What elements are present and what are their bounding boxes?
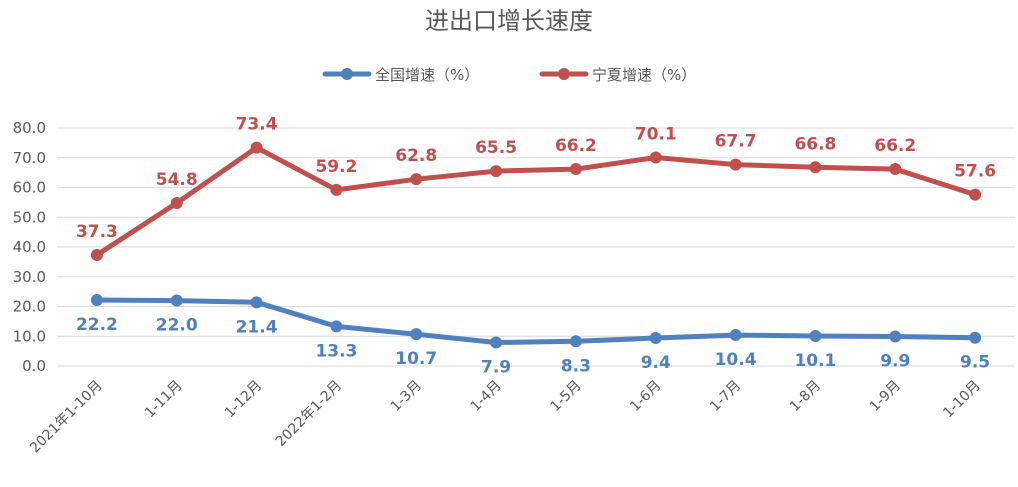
data-label: 66.2 [874,136,916,156]
data-point [330,183,343,196]
data-point [809,161,822,174]
series-group [90,141,982,349]
data-point [490,336,503,349]
data-point [90,293,103,306]
data-point [170,196,183,209]
data-label: 10.7 [395,349,437,369]
data-label: 66.8 [794,134,836,154]
data-point [250,296,263,309]
data-label: 37.3 [76,222,118,242]
x-tick-label: 2021年1-10月 [27,378,106,457]
data-point [649,151,662,164]
chart-legend: 全国增速（%） 宁夏增速（%） [322,66,696,84]
data-label: 9.4 [641,353,671,373]
legend-marker-1 [558,68,570,80]
chart-title: 进出口增长速度 [425,7,593,35]
data-point [889,163,902,176]
x-axis: 2021年1-10月 1-11月 1-12月 2022年1-2月 1-3月 1-4月 1-5… [27,378,984,457]
x-tick-label: 1-4月 [468,378,505,415]
data-label: 7.9 [481,357,511,377]
data-point [410,328,423,341]
data-point [410,173,423,186]
data-label: 70.1 [635,124,677,144]
data-label: 66.2 [555,136,597,156]
grid-lines [57,127,1015,367]
data-label: 9.9 [880,352,910,372]
data-point [809,329,822,342]
legend-marker-0 [341,68,353,80]
x-tick-label: 2022年1-2月 [273,378,345,450]
y-tick-label: 30.0 [13,268,46,286]
data-label: 67.7 [715,132,757,152]
data-label: 9.5 [960,353,990,373]
x-tick-label: 1-7月 [707,378,744,415]
data-point [250,141,263,154]
y-tick-label: 0.0 [22,357,46,375]
x-tick-label: 1-12月 [222,378,266,422]
series-line-0 [94,297,978,345]
data-label: 73.4 [236,115,278,135]
data-point [969,188,982,201]
x-tick-label: 1-5月 [547,378,584,415]
data-labels-group: 22.2 22.0 21.4 13.3 10.7 7.9 8.3 9.4 10.4 10.1 9.9… [76,115,996,378]
data-point [490,165,503,178]
data-point [889,330,902,343]
x-tick-label: 1-9月 [867,378,904,415]
data-point [969,331,982,344]
data-point [170,294,183,307]
data-label: 8.3 [561,356,591,376]
data-point [90,249,103,262]
x-tick-label: 1-10月 [940,378,984,422]
data-label: 21.4 [236,317,278,337]
y-tick-label: 40.0 [13,238,46,256]
x-tick-label: 1-3月 [388,378,425,415]
data-label: 59.2 [315,157,357,177]
x-tick-label: 1-8月 [787,378,824,415]
data-label: 13.3 [315,341,357,361]
data-label: 57.6 [954,162,996,182]
data-label: 10.4 [715,350,757,370]
y-tick-label: 20.0 [13,298,46,316]
data-label: 54.8 [156,170,198,190]
data-point [569,163,582,176]
series-line-1 [94,145,978,258]
x-tick-label: 1-6月 [627,378,664,415]
legend-label-0: 全国增速（%） [375,66,479,84]
data-point [649,332,662,345]
y-tick-label: 50.0 [13,208,46,226]
data-label: 22.0 [156,316,198,336]
data-point [330,320,343,333]
y-tick-label: 60.0 [13,179,46,197]
data-point [729,158,742,171]
legend-label-1: 宁夏增速（%） [592,66,696,84]
data-label: 10.1 [794,351,836,371]
data-label: 62.8 [395,146,437,166]
x-tick-label: 1-11月 [142,378,186,422]
y-tick-label: 10.0 [13,327,46,345]
y-tick-label: 80.0 [13,119,46,137]
data-label: 65.5 [475,138,517,158]
data-point [569,335,582,348]
data-point [729,329,742,342]
data-label: 22.2 [76,315,118,335]
y-tick-label: 70.0 [13,149,46,167]
y-axis: 80.0 70.0 60.0 50.0 40.0 30.0 20.0 10.0 0.0 [13,119,46,375]
